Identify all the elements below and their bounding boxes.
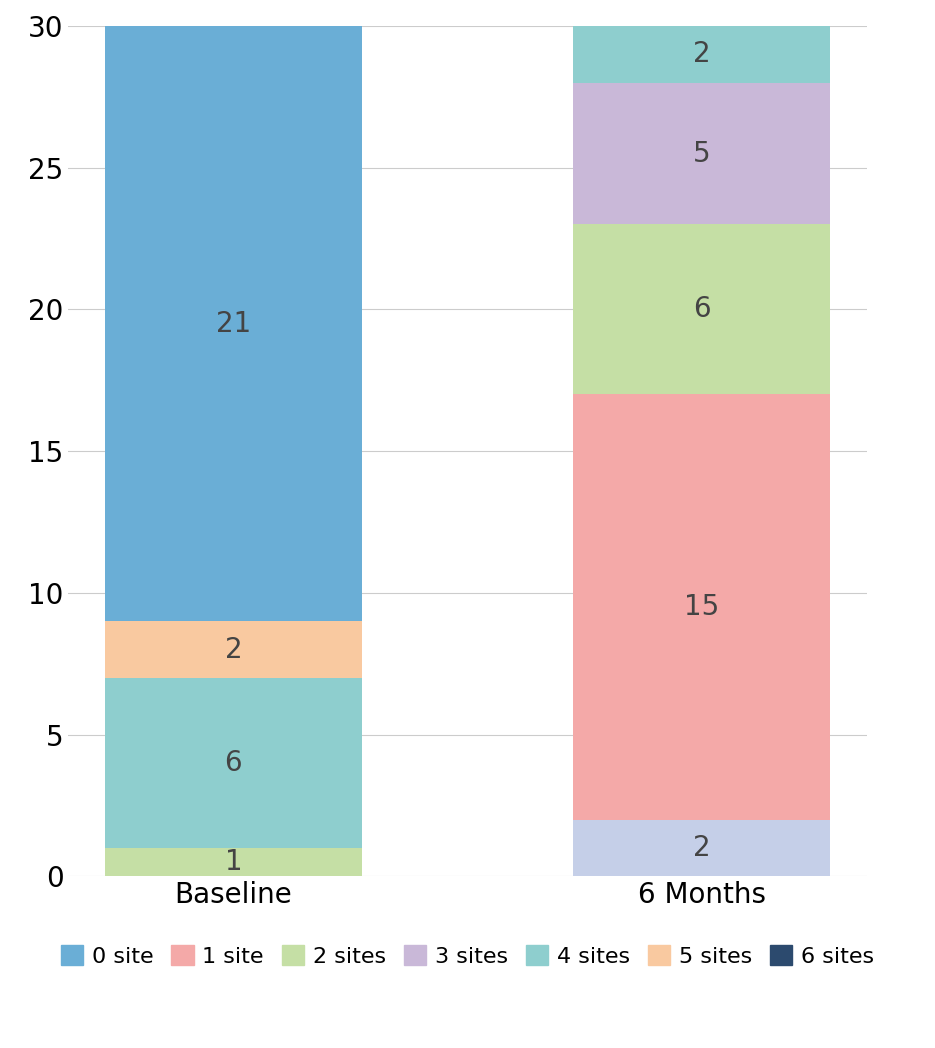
Text: 2: 2	[693, 834, 711, 863]
Bar	[573, 224, 830, 394]
Bar	[573, 83, 830, 224]
Legend: 0 site, 1 site, 2 sites, 3 sites, 4 sites, 5 sites, 6 sites: 0 site, 1 site, 2 sites, 3 sites, 4 site…	[52, 937, 883, 976]
Bar	[573, 394, 830, 820]
Text: 2: 2	[693, 40, 711, 68]
Bar	[105, 621, 362, 678]
Text: 21: 21	[216, 309, 251, 337]
Text: 5: 5	[693, 139, 711, 168]
Text: 1: 1	[224, 848, 242, 876]
Text: 6: 6	[693, 296, 711, 324]
Bar	[573, 820, 830, 876]
Bar	[105, 26, 362, 621]
Text: 2: 2	[224, 635, 242, 663]
Text: 6: 6	[224, 749, 242, 777]
Bar	[105, 678, 362, 848]
Bar	[573, 26, 830, 83]
Text: 15: 15	[684, 593, 719, 621]
Bar	[105, 848, 362, 876]
